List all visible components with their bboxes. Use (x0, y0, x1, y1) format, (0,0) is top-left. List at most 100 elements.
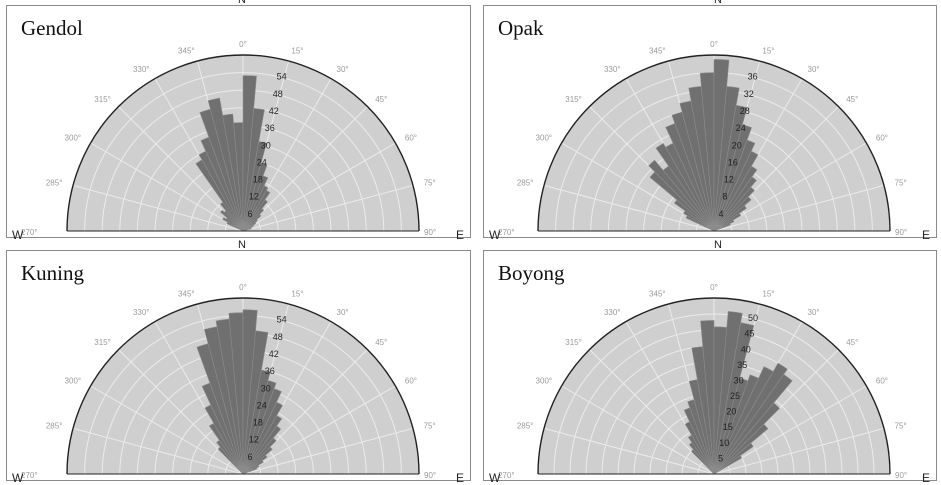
rose-petal (713, 455, 743, 475)
radial-label: 5 (718, 453, 723, 463)
rose-petal (242, 460, 264, 475)
radial-label: 36 (265, 366, 275, 376)
angle-label: 270° (498, 228, 515, 237)
west-label: W (489, 471, 501, 485)
rose-panel-kuning: 270° 285° 300° 315° 330° 345° 0° 15° 30° 45° 60° 75… (6, 239, 471, 485)
grid-spoke (242, 142, 396, 232)
angle-label: 315° (94, 338, 111, 347)
rose-petal (242, 467, 258, 475)
angle-label: 75° (895, 422, 907, 431)
radial-label: 24 (736, 123, 746, 133)
radial-label: 40 (741, 344, 751, 354)
angle-label: 315° (565, 95, 582, 104)
radial-label: 42 (269, 106, 279, 116)
rose-petal (222, 113, 244, 232)
grid-spoke (242, 427, 414, 475)
angle-label: 15° (291, 46, 303, 55)
rose-petal (242, 425, 282, 475)
angle-label: 300° (65, 377, 82, 386)
angle-label: 315° (94, 95, 111, 104)
grid-spoke (543, 427, 715, 475)
angle-label: 300° (65, 134, 82, 143)
angle-label: 15° (762, 289, 774, 298)
east-label: E (921, 228, 930, 242)
radial-label: 12 (249, 192, 259, 202)
radial-label: 45 (744, 329, 754, 339)
outer-arc (66, 54, 420, 232)
rose-petal (700, 320, 715, 475)
grid-spoke (90, 142, 244, 232)
radial-label: 24 (257, 400, 267, 410)
angle-label: 0° (239, 40, 247, 49)
radial-label: 48 (273, 332, 283, 342)
rose-petal (713, 176, 757, 232)
grid-spoke (72, 184, 244, 232)
radial-label: 30 (261, 383, 271, 393)
east-label: E (455, 228, 464, 242)
radial-label: 50 (748, 313, 758, 323)
radial-label: 4 (718, 209, 723, 219)
rose-petal (242, 388, 282, 475)
rose-petal (713, 139, 756, 232)
east-label: E (921, 471, 930, 485)
angle-label: 15° (762, 46, 774, 55)
angle-label: 75° (895, 179, 907, 188)
panel-title: Opak (498, 16, 544, 40)
angle-label: 45° (846, 95, 858, 104)
angle-label: 270° (21, 471, 38, 480)
grid-spoke (543, 184, 715, 232)
radial-label: 54 (277, 72, 287, 82)
radial-label: 20 (726, 407, 736, 417)
radial-label: 18 (253, 418, 263, 428)
angle-label: 60° (405, 134, 417, 143)
angle-label: 285° (46, 422, 63, 431)
rose-petal (713, 442, 754, 475)
rose-petal (242, 199, 268, 232)
outer-arc (66, 297, 420, 475)
rose-petal (713, 165, 758, 232)
rose-petal (713, 196, 752, 232)
rose-diagram-gendol: 270° 285° 300° 315° 330° 345° 0° 15° 30° 45° 60° 75… (21, 40, 436, 237)
rose-petal (713, 212, 742, 232)
grid-spoke (90, 385, 244, 475)
rose-petal (713, 150, 759, 232)
radial-label: 30 (734, 376, 744, 386)
rose-petal (242, 437, 277, 475)
rose-petal (713, 362, 788, 475)
radial-label: 54 (277, 315, 287, 325)
rose-petal (713, 423, 769, 475)
north-label: N (238, 0, 246, 6)
radial-label: 6 (247, 209, 252, 219)
rose-diagram-opak: 270° 285° 300° 315° 330° 345° 0° 15° 30° 45° 60° 75… (498, 40, 907, 237)
angle-label: 75° (424, 422, 436, 431)
rose-petal (242, 227, 252, 232)
rose-petal (713, 402, 781, 475)
radial-label: 36 (748, 72, 758, 82)
east-label: E (455, 471, 464, 485)
rose-petal (713, 223, 731, 232)
grid-spoke (713, 184, 885, 232)
rose-diagram-boyong: 270° 285° 300° 315° 330° 345° 0° 15° 30° 45° 60° 75… (498, 283, 907, 480)
grid-spoke (561, 385, 715, 475)
angle-label: 330° (133, 65, 150, 74)
angle-label: 285° (46, 179, 63, 188)
angle-label: 0° (239, 283, 247, 292)
grid-spoke (72, 427, 244, 475)
angle-label: 285° (517, 179, 534, 188)
angle-label: 285° (517, 422, 534, 431)
grid-spoke (713, 427, 885, 475)
radial-label: 25 (730, 391, 740, 401)
grid-spoke (242, 184, 414, 232)
angle-label: 315° (565, 338, 582, 347)
rose-petal (713, 205, 747, 232)
angle-label: 75° (424, 179, 436, 188)
angle-label: 60° (876, 377, 888, 386)
angle-label: 345° (178, 46, 195, 55)
angle-label: 330° (604, 308, 621, 317)
outer-arc (537, 54, 891, 232)
angle-label: 30° (808, 308, 820, 317)
angle-label: 345° (649, 289, 666, 298)
angle-label: 345° (649, 46, 666, 55)
angle-label: 300° (536, 377, 553, 386)
panel-title: Kuning (21, 261, 84, 285)
